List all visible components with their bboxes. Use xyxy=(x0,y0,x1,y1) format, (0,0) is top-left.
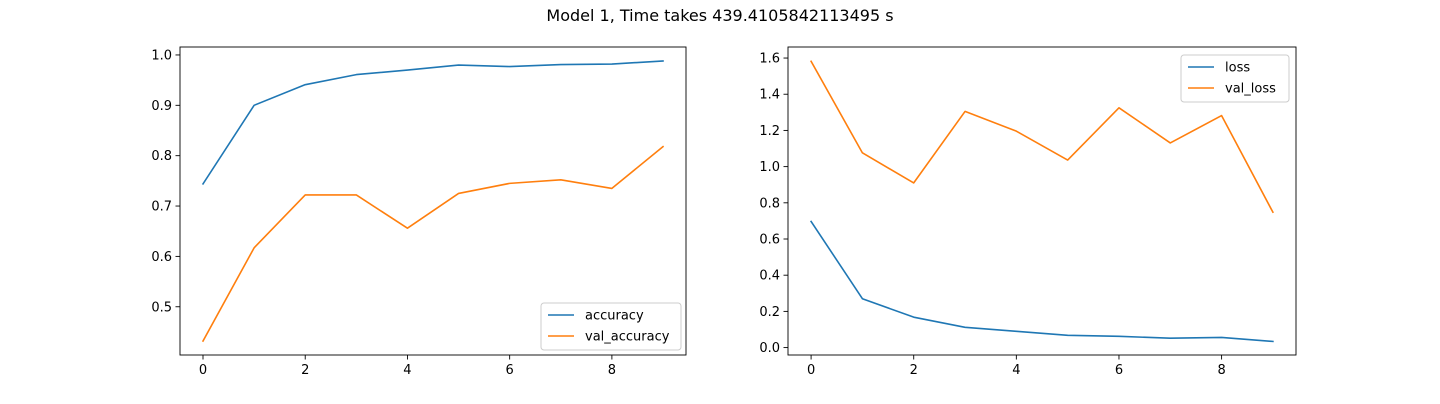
series-line-loss xyxy=(809,220,1274,343)
y-tick-label: 0.6 xyxy=(759,233,780,248)
accuracy-chart: 0 2 4 6 8 0.5 0.6 0.7 0.8 0.9 1.0 accuracy val_accur… xyxy=(151,46,687,378)
loss-chart: 0 2 4 6 8 0.0 0.2 0.4 0.6 0.8 1.0 1.2 1.4 1.6 loss val_… xyxy=(759,46,1297,378)
x-tick-label: 8 xyxy=(1217,363,1225,378)
y-tick-label: 1.4 xyxy=(759,88,780,103)
x-tick-label: 2 xyxy=(301,363,309,378)
x-tick-label: 0 xyxy=(807,363,815,378)
legend-frame xyxy=(540,302,682,351)
y-tick-label: 1.0 xyxy=(151,48,172,63)
legend: accuracy val_accuracy xyxy=(540,302,682,351)
x-tick-label: 6 xyxy=(1115,363,1123,378)
figure-title: Model 1, Time takes 439.4105842113495 s xyxy=(546,6,893,25)
y-tick-label: 0.7 xyxy=(151,200,172,215)
series-line-val-accuracy xyxy=(201,145,665,343)
y-tick-label: 0.9 xyxy=(151,99,172,114)
series-line-accuracy xyxy=(201,60,664,185)
x-tick-label: 2 xyxy=(910,363,918,378)
legend-label: val_loss xyxy=(1225,82,1276,97)
x-tick-label: 4 xyxy=(1012,363,1020,378)
y-tick-label: 0.0 xyxy=(759,341,780,356)
y-tick-label: 0.8 xyxy=(759,196,780,211)
y-tick-label: 0.4 xyxy=(759,269,780,284)
legend-label: val_accuracy xyxy=(585,330,670,345)
y-tick-label: 0.6 xyxy=(151,250,172,265)
legend-label: accuracy xyxy=(585,309,644,324)
series-line-val-loss xyxy=(810,60,1274,214)
y-tick-label: 1.2 xyxy=(759,124,780,139)
plot-frame xyxy=(787,46,1297,356)
y-tick-label: 0.5 xyxy=(151,300,172,315)
legend: loss val_loss xyxy=(1180,54,1290,103)
y-tick-label: 0.8 xyxy=(151,149,172,164)
y-tick-label: 0.2 xyxy=(759,305,780,320)
x-tick-label: 6 xyxy=(506,363,514,378)
y-tick-label: 1.0 xyxy=(759,160,780,175)
x-tick-label: 8 xyxy=(608,363,616,378)
plot-frame xyxy=(179,46,687,356)
y-tick-label: 1.6 xyxy=(759,52,780,67)
x-tick-label: 4 xyxy=(403,363,411,378)
legend-label: loss xyxy=(1225,61,1250,76)
x-tick-label: 0 xyxy=(199,363,207,378)
